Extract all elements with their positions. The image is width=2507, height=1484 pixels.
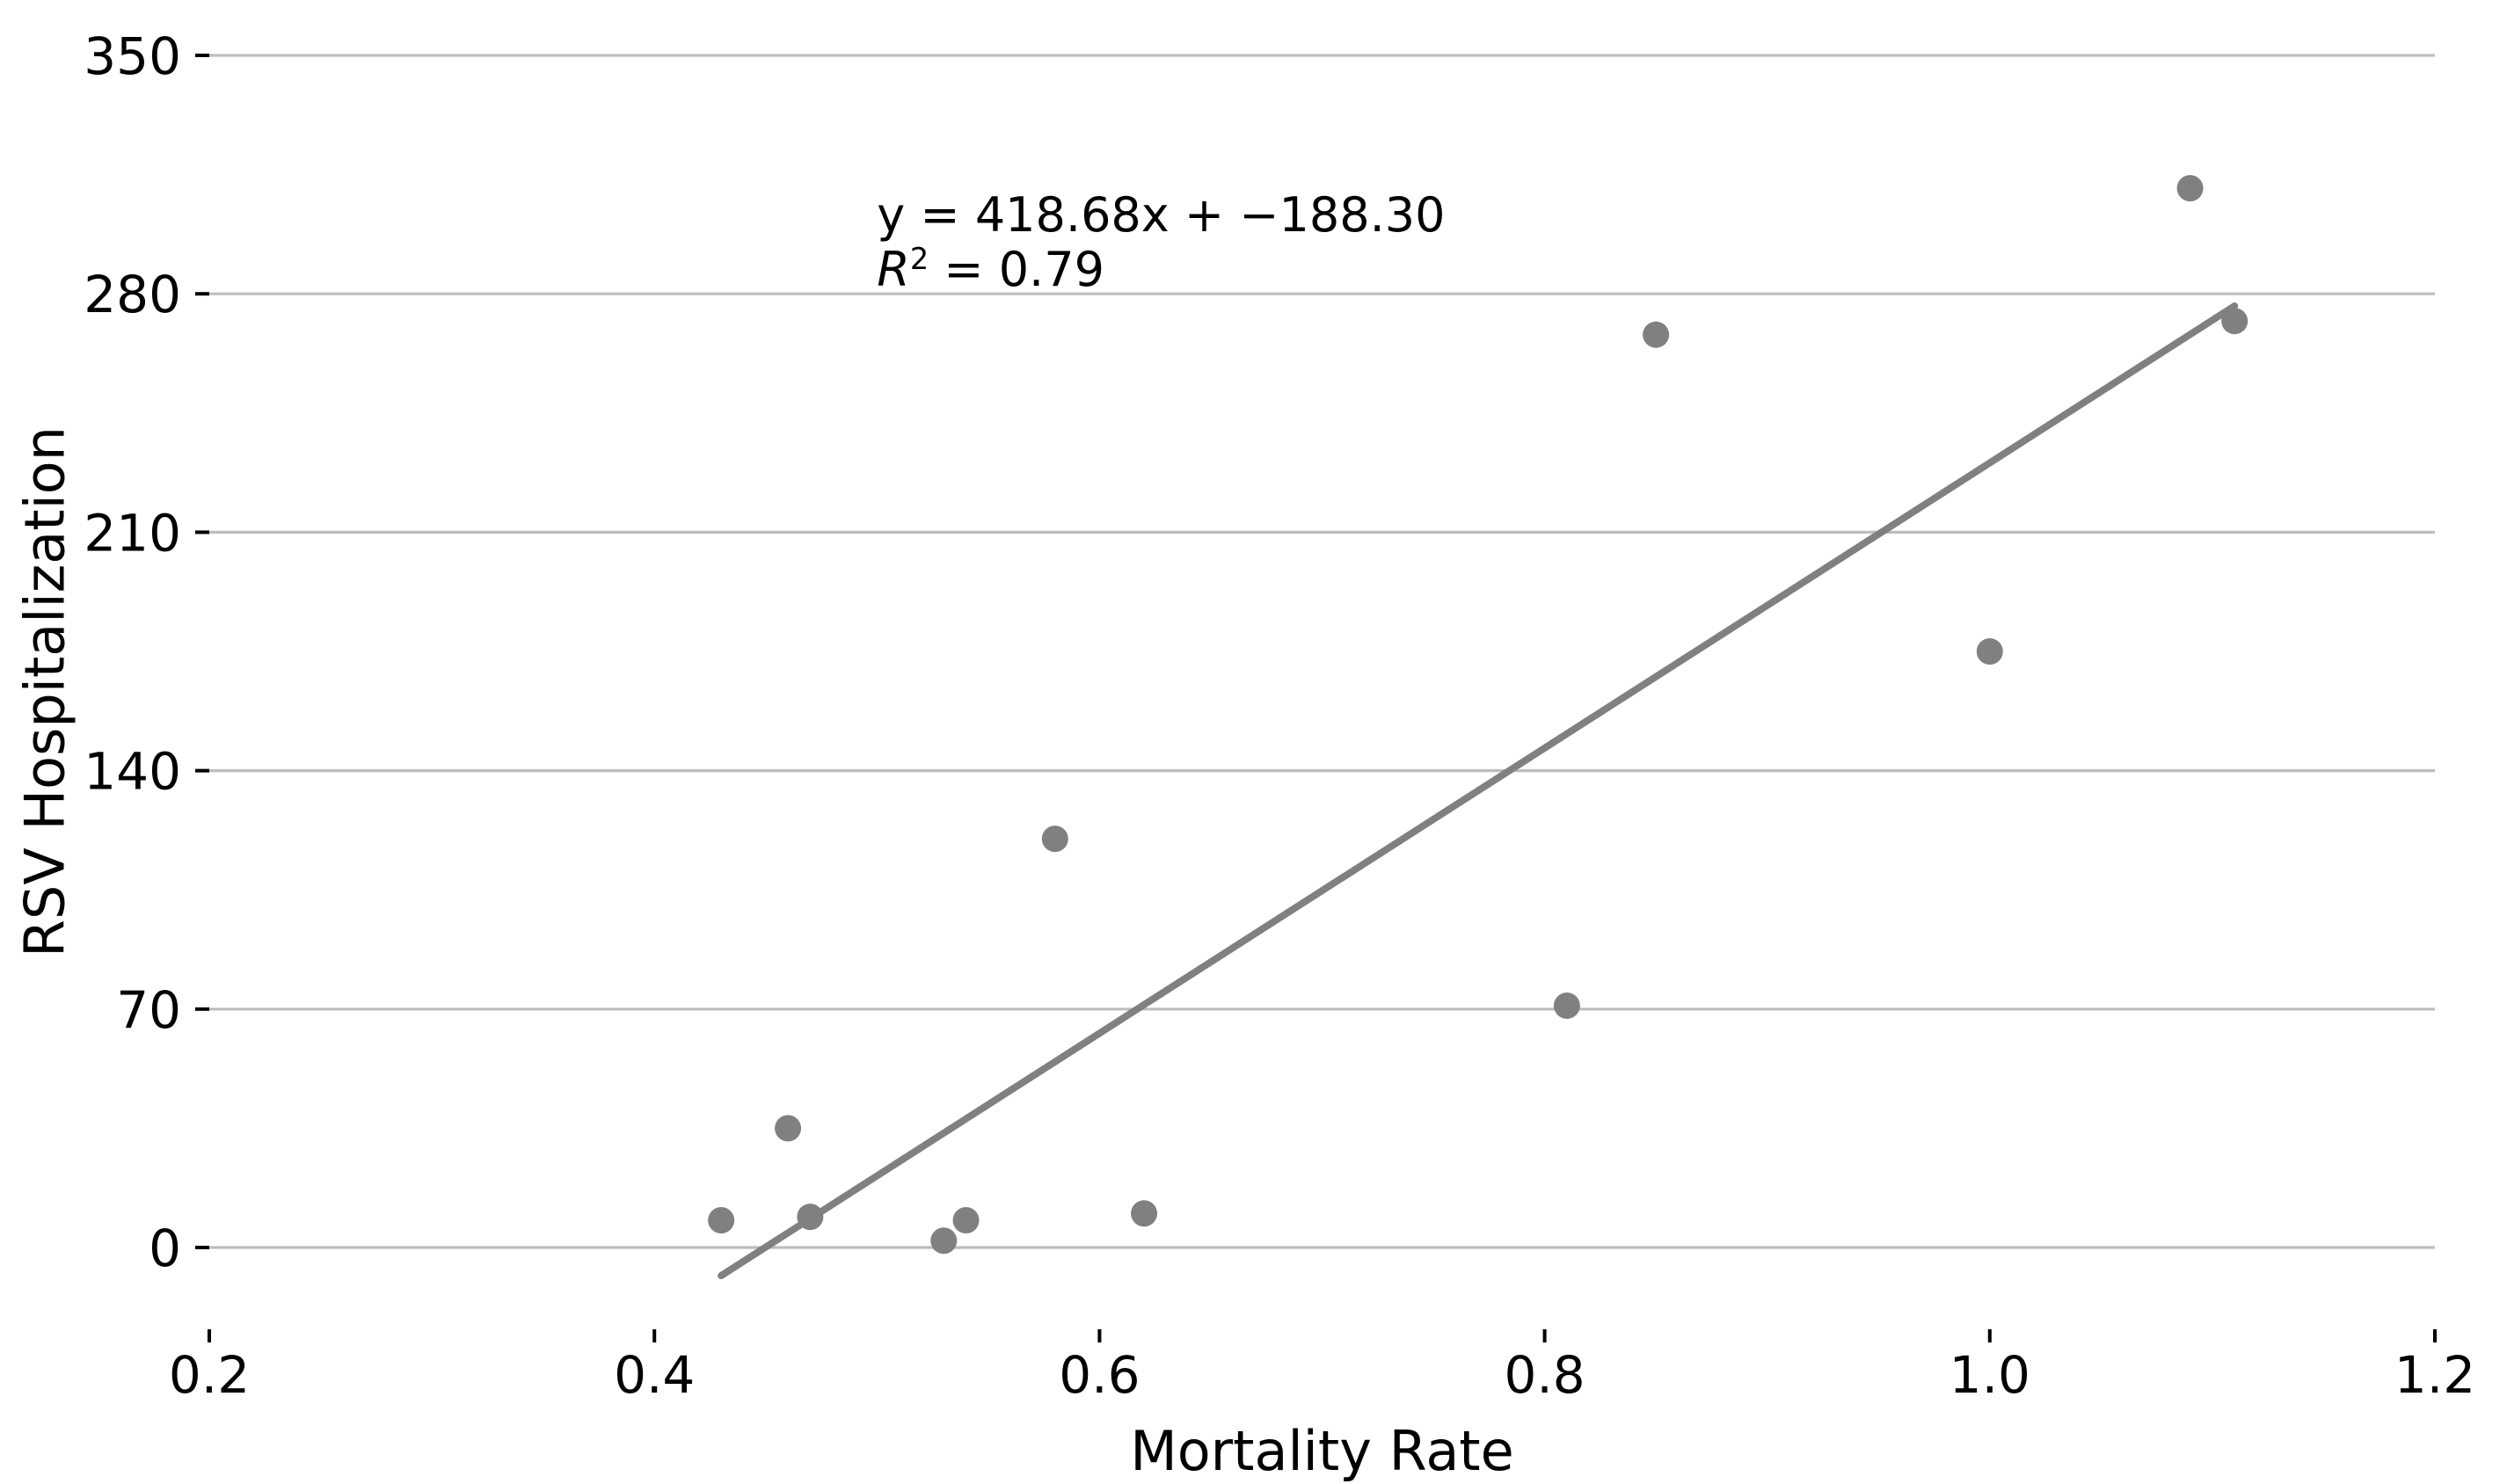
y-tick-label: 0	[149, 1218, 181, 1278]
y-axis-title: RSV Hospitalization	[12, 426, 77, 958]
data-point	[1643, 321, 1670, 348]
x-tick-label: 1.2	[2394, 1345, 2475, 1405]
regression-equation: y = 418.68x + −188.30	[877, 187, 1446, 244]
r-value: = 0.79	[929, 241, 1104, 297]
data-point	[1553, 992, 1580, 1019]
data-point	[1976, 638, 2003, 666]
y-tick-label: 350	[84, 26, 181, 86]
data-point	[708, 1207, 735, 1234]
r-squared-label: R2 = 0.79	[877, 241, 1445, 297]
data-point	[952, 1207, 980, 1234]
x-tick-label: 1.0	[1949, 1345, 2030, 1405]
data-point	[1041, 826, 1068, 853]
data-point	[1131, 1200, 1158, 1227]
r-exponent: 2	[909, 241, 929, 276]
x-tick-label: 0.6	[1059, 1345, 1140, 1405]
y-tick-label: 70	[116, 980, 181, 1040]
x-tick-label: 0.4	[614, 1345, 695, 1405]
x-axis-title: Mortality Rate	[1130, 1419, 1514, 1483]
r-symbol: R	[877, 241, 910, 297]
y-tick-label: 140	[84, 742, 181, 802]
data-point	[775, 1115, 802, 1142]
data-point	[797, 1204, 824, 1231]
regression-annotation: y = 418.68x + −188.30 R2 = 0.79	[877, 188, 1445, 296]
data-point	[2176, 175, 2204, 202]
x-tick-label: 0.8	[1504, 1345, 1585, 1405]
y-tick-label: 280	[84, 265, 181, 324]
x-tick-label: 0.2	[169, 1345, 250, 1405]
trend-line	[718, 302, 2239, 1280]
data-point	[930, 1227, 958, 1255]
data-point	[2221, 308, 2248, 335]
y-tick-label: 210	[84, 503, 181, 563]
